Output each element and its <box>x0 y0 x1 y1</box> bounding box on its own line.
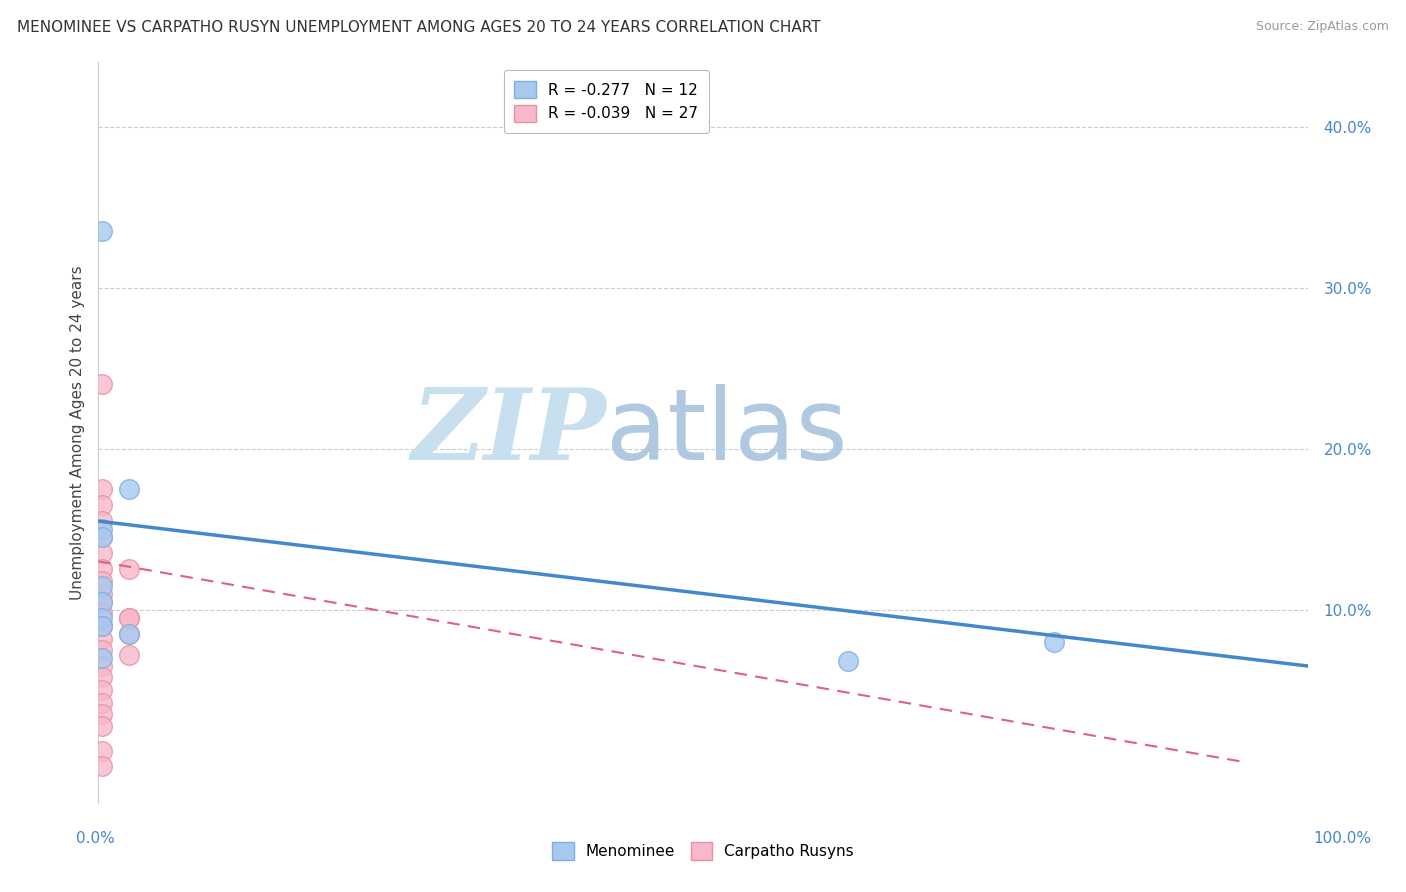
Point <box>91 574 114 588</box>
Text: MENOMINEE VS CARPATHO RUSYN UNEMPLOYMENT AMONG AGES 20 TO 24 YEARS CORRELATION C: MENOMINEE VS CARPATHO RUSYN UNEMPLOYMENT… <box>17 20 821 35</box>
Text: 0.0%: 0.0% <box>76 831 115 846</box>
Point <box>91 651 114 665</box>
Point <box>91 482 114 496</box>
Point <box>91 610 114 624</box>
Point <box>91 514 114 528</box>
Point <box>91 224 114 238</box>
Point <box>91 586 114 600</box>
Point <box>91 643 114 657</box>
Point <box>91 696 114 710</box>
Point <box>91 498 114 512</box>
Point <box>91 718 114 732</box>
Text: 100.0%: 100.0% <box>1313 831 1372 846</box>
Point <box>91 377 114 392</box>
Legend: Menominee, Carpatho Rusyns: Menominee, Carpatho Rusyns <box>543 833 863 869</box>
Point <box>91 683 114 698</box>
Point <box>91 670 114 684</box>
Point <box>91 562 114 576</box>
Point <box>91 632 114 646</box>
Point <box>91 606 114 620</box>
Point <box>91 619 114 633</box>
Point <box>118 627 141 641</box>
Point <box>118 610 141 624</box>
Point <box>118 562 141 576</box>
Point <box>91 530 114 544</box>
Point <box>837 654 859 668</box>
Y-axis label: Unemployment Among Ages 20 to 24 years: Unemployment Among Ages 20 to 24 years <box>69 265 84 600</box>
Point <box>91 546 114 560</box>
Text: Source: ZipAtlas.com: Source: ZipAtlas.com <box>1256 20 1389 33</box>
Point <box>91 530 114 544</box>
Point <box>118 648 141 662</box>
Text: ZIP: ZIP <box>412 384 606 481</box>
Point <box>91 619 114 633</box>
Point <box>91 707 114 722</box>
Point <box>91 594 114 608</box>
Text: atlas: atlas <box>606 384 848 481</box>
Point <box>118 610 141 624</box>
Point <box>1042 635 1064 649</box>
Point <box>91 744 114 758</box>
Point <box>91 522 114 536</box>
Point <box>118 482 141 496</box>
Point <box>91 659 114 673</box>
Point <box>91 594 114 608</box>
Point <box>91 758 114 772</box>
Point <box>118 627 141 641</box>
Point <box>91 578 114 592</box>
